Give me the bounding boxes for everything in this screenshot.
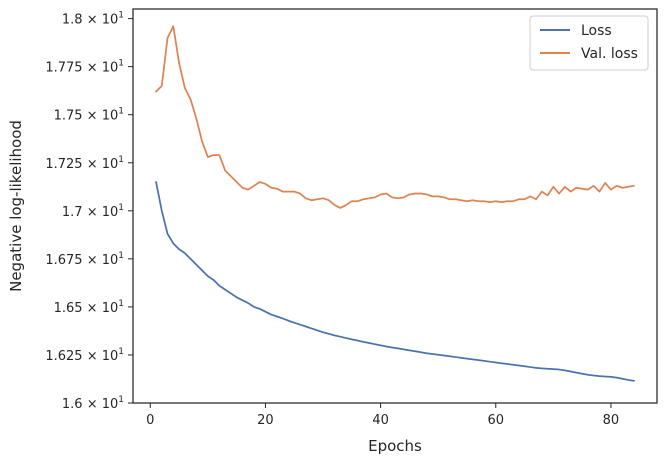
y-axis-ticks: 1.6 × 101 1.625 × 101 1.65 × 101 1.675 × 10… <box>45 11 133 412</box>
x-axis-ticks: 0 20 40 60 80 <box>146 403 619 428</box>
y-tick-label: 1.725 × 101 <box>45 155 124 172</box>
series-layer <box>155 25 635 382</box>
y-tick-label: 1.8 × 101 <box>62 11 124 28</box>
y-tick-label: 1.7 × 101 <box>62 203 124 220</box>
series-line-val-loss <box>155 25 635 209</box>
y-tick-label: 1.75 × 101 <box>54 107 124 124</box>
y-tick-label: 1.775 × 101 <box>45 59 124 76</box>
x-axis-label: Epochs <box>368 437 422 455</box>
series-line-loss <box>155 181 635 382</box>
y-tick-label: 1.625 × 101 <box>45 347 124 364</box>
x-tick-label: 60 <box>487 413 504 428</box>
x-tick-label: 80 <box>603 413 620 428</box>
y-tick-label: 1.675 × 101 <box>45 251 124 268</box>
y-tick-label: 1.65 × 101 <box>54 299 124 316</box>
x-tick-label: 40 <box>372 413 389 428</box>
y-axis-label: Negative log-likelihood <box>7 120 25 292</box>
legend: Loss Val. loss <box>529 15 649 71</box>
x-tick-label: 0 <box>146 413 154 428</box>
y-tick-label: 1.6 × 101 <box>62 395 124 412</box>
plot-frame <box>132 8 658 404</box>
legend-label-loss: Loss <box>581 23 612 39</box>
x-tick-label: 20 <box>257 413 274 428</box>
legend-label-val-loss: Val. loss <box>581 46 638 62</box>
